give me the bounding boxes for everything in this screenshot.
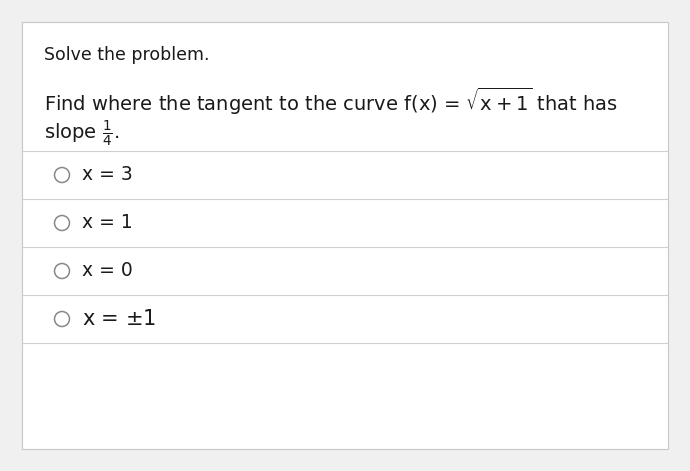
Text: Solve the problem.: Solve the problem. bbox=[44, 46, 210, 64]
Circle shape bbox=[55, 168, 70, 182]
Text: x = 3: x = 3 bbox=[81, 165, 132, 185]
Text: Find where the tangent to the curve f(x) = $\mathregular{\sqrt{x+1}}$ that has: Find where the tangent to the curve f(x)… bbox=[44, 86, 618, 117]
Text: x = $\mathregular{\pm}$1: x = $\mathregular{\pm}$1 bbox=[81, 309, 155, 329]
Text: x = 1: x = 1 bbox=[81, 213, 132, 233]
Circle shape bbox=[55, 263, 70, 278]
Text: slope $\mathregular{\frac{1}{4}}$.: slope $\mathregular{\frac{1}{4}}$. bbox=[44, 119, 119, 149]
Circle shape bbox=[55, 311, 70, 326]
Text: x = 0: x = 0 bbox=[81, 261, 132, 281]
Circle shape bbox=[55, 216, 70, 230]
